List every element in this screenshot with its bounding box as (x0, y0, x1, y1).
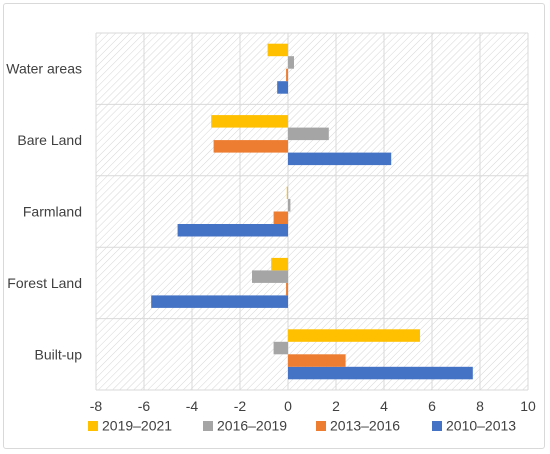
bar-bare-land-series-3 (211, 115, 288, 128)
bar-farmland-series-0 (177, 224, 288, 237)
category-label: Forest Land (7, 275, 82, 291)
bar-forest-land-series-0 (151, 295, 288, 308)
bar-water-areas-series-2 (288, 56, 294, 69)
x-tick-label: 4 (380, 398, 388, 414)
x-tick-label: 10 (520, 398, 536, 414)
bar-forest-land-series-3 (271, 257, 288, 271)
legend-swatch (432, 421, 442, 431)
legend-label: 2013–2016 (330, 418, 400, 434)
bar-forest-land-series-1 (286, 282, 288, 296)
legend-swatch (203, 421, 213, 431)
bar-bare-land-series-1 (213, 140, 288, 153)
category-labels: Built-up Forest Land Farmland Bare Land Wate… (6, 61, 82, 363)
legend-swatch (88, 421, 98, 431)
bar-bare-land-series-2 (288, 127, 329, 141)
x-tick-label: 2 (332, 398, 340, 414)
bar-built-up-series-1 (288, 354, 346, 367)
bar-farmland-series-1 (273, 211, 288, 224)
grid-lines (95, 32, 529, 391)
bar-water-areas-series-1 (286, 68, 288, 82)
x-tick-label: 0 (284, 398, 292, 414)
bar-water-areas-series-3 (267, 43, 288, 57)
category-label: Built-up (35, 346, 83, 362)
category-label: Water areas (6, 61, 82, 77)
x-tick-label: -4 (186, 398, 199, 414)
bar-water-areas-series-0 (277, 81, 288, 94)
x-tick-labels: -8 -6 -4 -2 0 2 4 6 8 10 (90, 398, 536, 414)
category-label: Bare Land (17, 132, 82, 148)
legend-label: 2016–2019 (217, 418, 287, 434)
bar-built-up-series-2 (273, 341, 288, 355)
x-tick-label: -6 (138, 398, 151, 414)
category-label: Farmland (23, 204, 82, 220)
legend-label: 2019–2021 (102, 418, 172, 434)
legend-label: 2010–2013 (446, 418, 516, 434)
x-tick-label: -2 (234, 398, 247, 414)
bar-farmland-series-2 (288, 199, 291, 212)
x-tick-label: -8 (90, 398, 103, 414)
x-tick-label: 6 (428, 398, 436, 414)
legend-swatch (316, 421, 326, 431)
bars (151, 43, 473, 380)
bar-built-up-series-0 (288, 366, 473, 380)
bar-forest-land-series-2 (252, 270, 288, 283)
x-tick-label: 8 (476, 398, 484, 414)
bar-built-up-series-3 (288, 329, 420, 342)
legend: 2019–2021 2016–2019 2013–2016 2010–2013 (88, 418, 516, 434)
bar-bare-land-series-0 (288, 152, 392, 166)
bar-farmland-series-3 (286, 186, 288, 199)
